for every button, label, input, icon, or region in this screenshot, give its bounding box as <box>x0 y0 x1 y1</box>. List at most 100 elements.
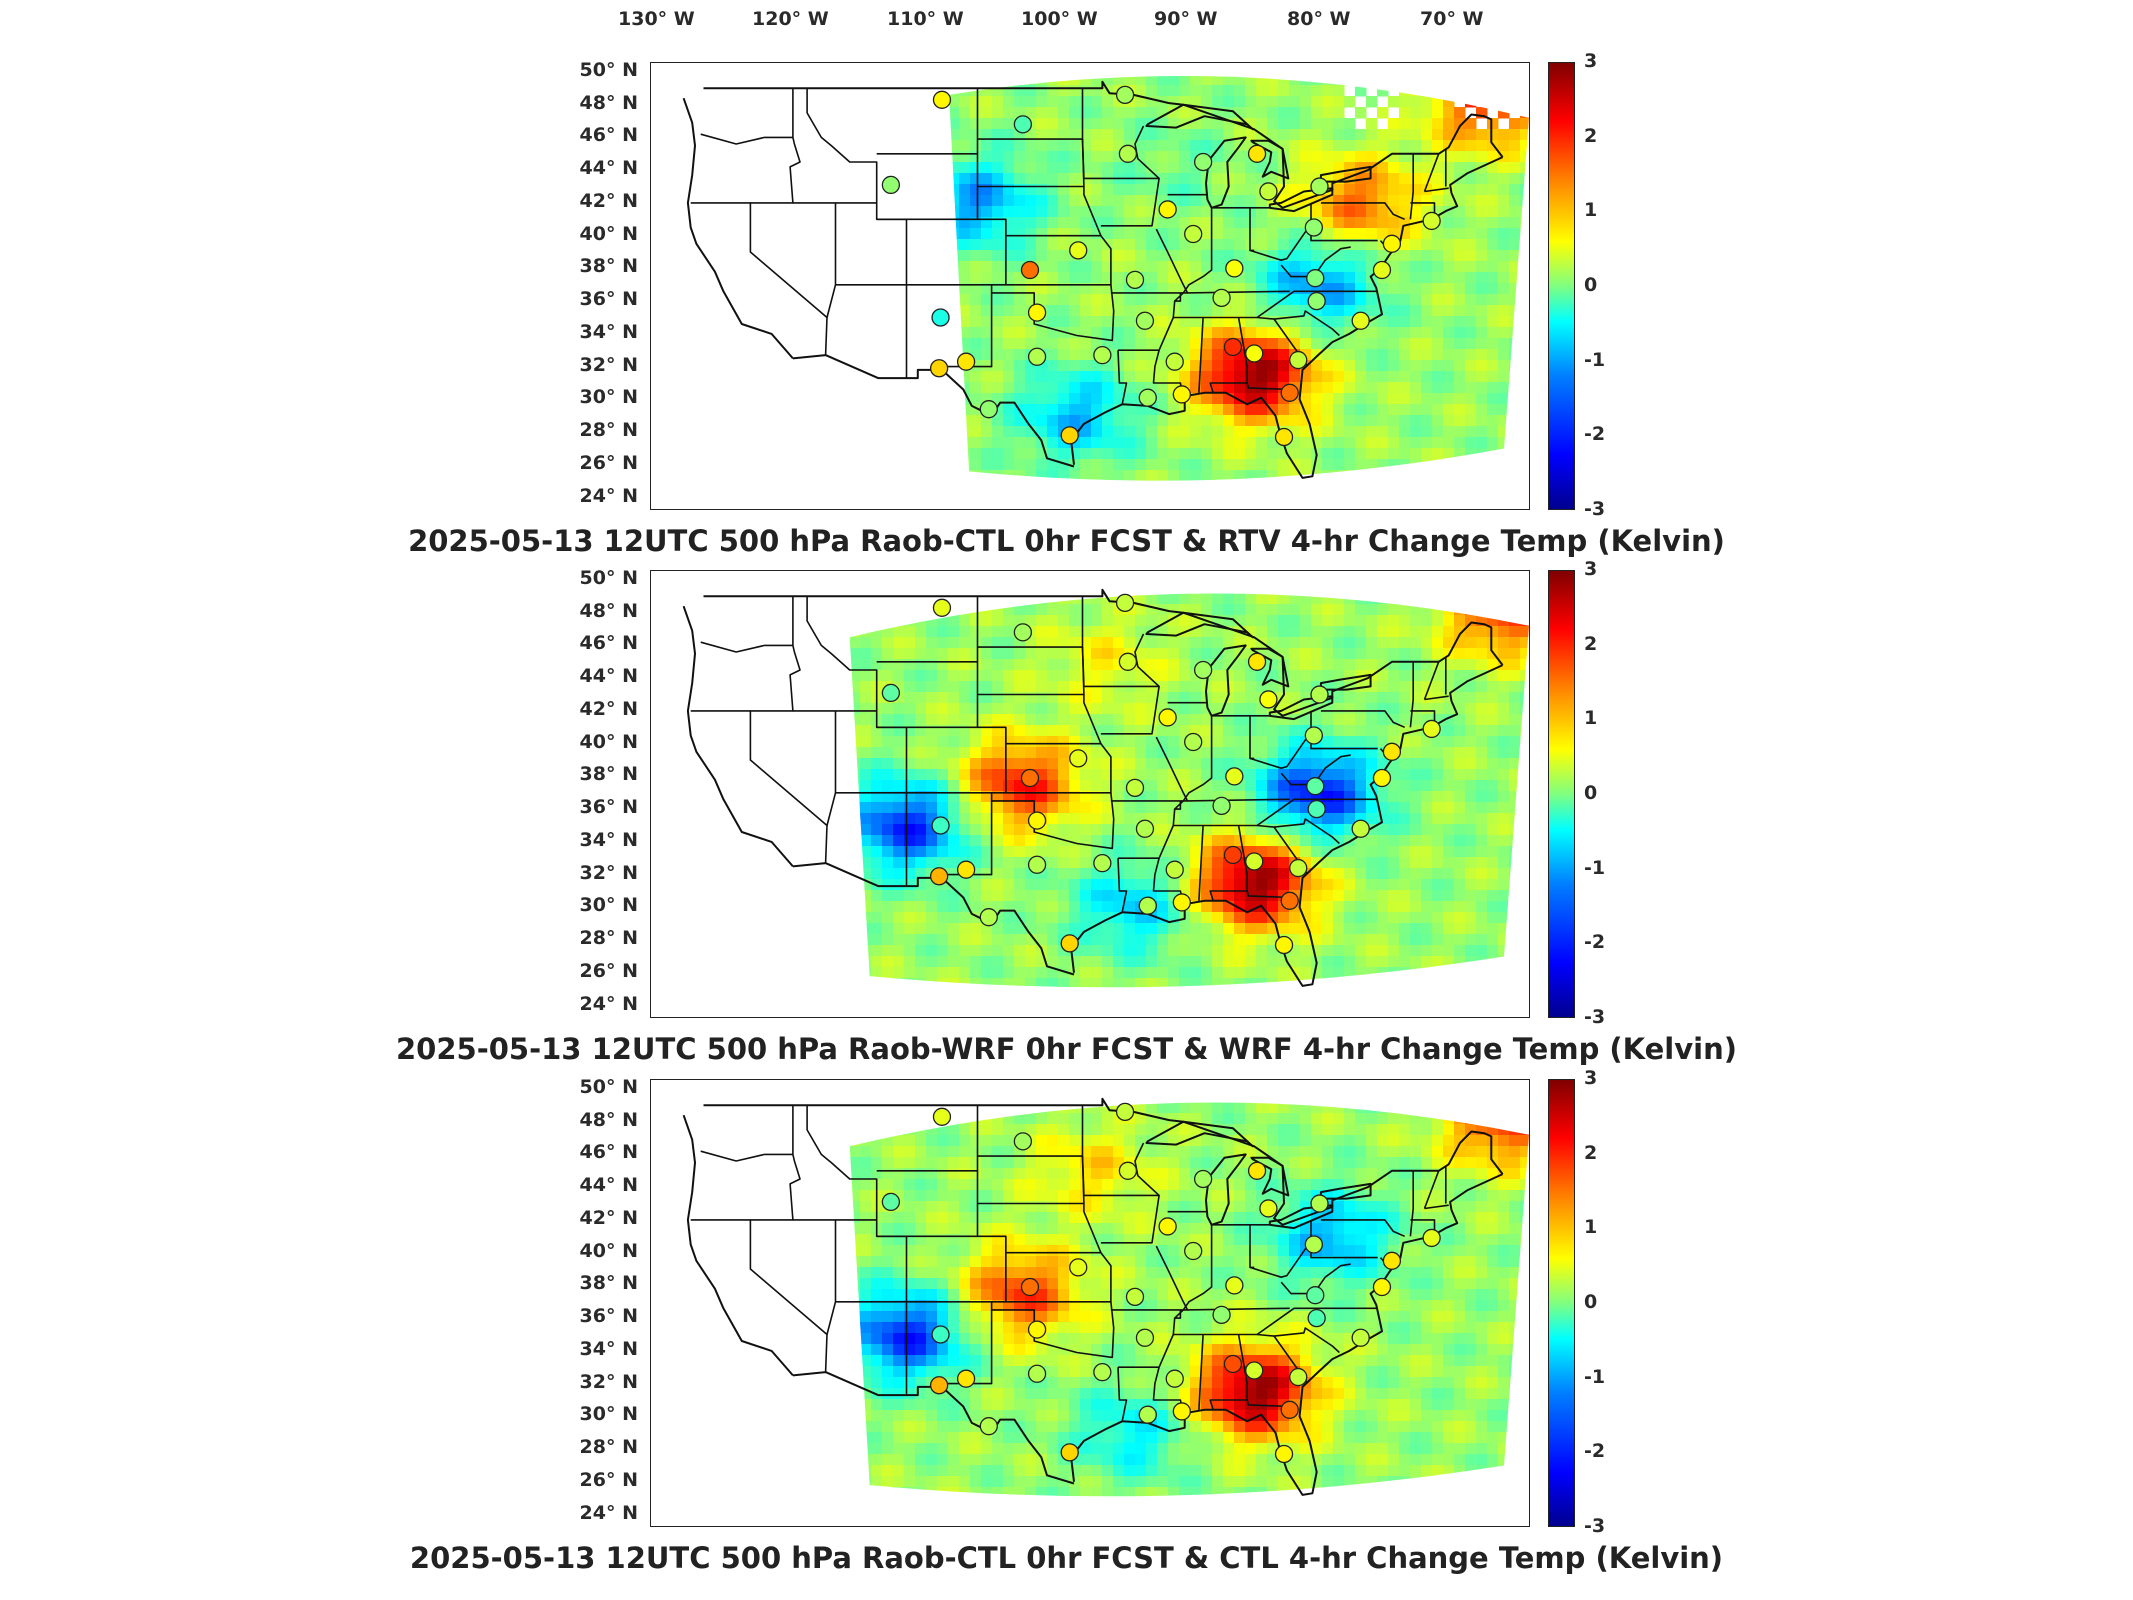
latitude-label: 30° N <box>579 386 638 409</box>
latitude-label: 46° N <box>579 632 638 655</box>
raob-station-marker <box>1184 224 1203 244</box>
raob-station-marker <box>1013 623 1033 642</box>
raob-station-marker <box>1247 1161 1267 1180</box>
colorbar-tick-label: -3 <box>1584 1006 1606 1028</box>
longitude-label: 130° W <box>618 8 695 30</box>
latitude-label: 46° N <box>579 1141 638 1164</box>
raob-station-marker <box>1289 350 1308 370</box>
raob-station-marker <box>1306 777 1325 796</box>
colorbar-tick-label: 2 <box>1584 1141 1598 1164</box>
latitude-label: 36° N <box>579 288 638 311</box>
raob-station-marker <box>979 908 998 927</box>
latitude-label: 40° N <box>579 222 638 245</box>
raob-station-marker <box>1280 383 1299 402</box>
raob-station-marker <box>1193 1169 1213 1189</box>
longitude-label: 70° W <box>1420 8 1484 30</box>
raob-station-marker <box>931 816 950 835</box>
raob-station-marker <box>1027 347 1047 366</box>
latitude-label: 42° N <box>579 1206 638 1229</box>
raob-station-marker <box>1027 855 1047 874</box>
colorbar-tick-label: 0 <box>1584 1291 1598 1313</box>
raob-station-marker <box>932 598 952 617</box>
raob-station-marker <box>1125 778 1145 797</box>
longitude-label: 100° W <box>1021 8 1098 30</box>
raob-station-marker <box>1135 819 1155 838</box>
raob-station-marker <box>1093 853 1112 873</box>
raob-station-marker <box>1115 1102 1135 1122</box>
latitude-label: 48° N <box>579 91 638 114</box>
raob-stations <box>881 1102 1441 1464</box>
base-map-outlines <box>682 588 1504 987</box>
raob-station-marker <box>931 308 950 327</box>
raob-station-marker <box>1351 311 1370 330</box>
raob-station-marker <box>1307 291 1326 311</box>
raob-station-marker <box>1138 896 1157 915</box>
raob-station-marker <box>1193 660 1213 680</box>
raob-station-marker <box>1422 719 1441 739</box>
raob-station-marker <box>1135 311 1155 330</box>
latitude-label: 32° N <box>579 1370 638 1393</box>
raob-station-marker <box>1304 726 1323 745</box>
raob-station-marker <box>1212 288 1231 308</box>
latitude-label: 30° N <box>579 894 638 917</box>
raob-station-marker <box>1027 811 1047 830</box>
colorbar-tick-label: 3 <box>1584 1067 1598 1089</box>
longitude-label: 110° W <box>887 8 964 30</box>
raob-station-marker <box>1165 352 1184 371</box>
raob-station-marker <box>1382 742 1402 761</box>
raob-station-marker <box>1274 1444 1294 1464</box>
raob-station-marker <box>1115 85 1135 105</box>
map-panel <box>650 1079 1530 1527</box>
raob-station-marker <box>929 867 949 886</box>
colorbar <box>1548 1079 1575 1527</box>
raob-station-marker <box>1382 234 1402 253</box>
raob-station-marker <box>1225 259 1244 278</box>
raob-station-marker <box>1306 269 1325 288</box>
raob-station-marker <box>1310 177 1329 196</box>
raob-station-marker <box>1422 1228 1441 1248</box>
raob-station-marker <box>931 1325 950 1344</box>
raob-station-marker <box>1060 426 1079 445</box>
colorbar-tick-label: 1 <box>1584 199 1598 222</box>
latitude-label: 28° N <box>579 927 638 950</box>
temperature-change-field <box>949 76 1529 481</box>
latitude-label: 36° N <box>579 1305 638 1328</box>
latitude-label: 44° N <box>579 665 638 688</box>
raob-station-marker <box>881 175 901 195</box>
temperature-change-field <box>849 1102 1529 1497</box>
raob-station-marker <box>1093 1362 1112 1382</box>
latitude-label: 44° N <box>579 1174 638 1197</box>
raob-station-marker <box>1027 1364 1047 1383</box>
raob-station-marker <box>979 400 998 419</box>
longitude-label: 80° W <box>1287 8 1351 30</box>
raob-station-marker <box>1027 303 1047 322</box>
panel-title: 2025-05-13 12UTC 500 hPa Raob-WRF 0hr FC… <box>395 1032 1737 1066</box>
latitude-label: 46° N <box>579 124 638 147</box>
latitude-label: 42° N <box>579 189 638 212</box>
latitude-label: 38° N <box>579 1272 638 1295</box>
raob-station-marker <box>932 90 952 109</box>
raob-station-marker <box>1304 1235 1323 1254</box>
panel-title: 2025-05-13 12UTC 500 hPa Raob-CTL 0hr FC… <box>409 1541 1724 1575</box>
raob-station-marker <box>979 1417 998 1436</box>
raob-station-marker <box>1165 860 1184 879</box>
raob-station-marker <box>1125 1287 1145 1306</box>
latitude-label: 34° N <box>579 320 638 343</box>
raob-station-marker <box>1280 1400 1299 1419</box>
colorbar-tick-label: -1 <box>1584 348 1606 371</box>
raob-station-marker <box>1184 1241 1203 1261</box>
raob-station-marker <box>1027 1320 1047 1339</box>
raob-station-marker <box>1304 218 1323 237</box>
raob-station-marker <box>1118 652 1138 671</box>
raob-station-marker <box>1172 1402 1191 1421</box>
latitude-label: 48° N <box>579 1108 638 1131</box>
raob-station-marker <box>1245 344 1264 363</box>
raob-station-marker <box>1069 1258 1088 1277</box>
raob-station-marker <box>1310 1194 1329 1213</box>
colorbar-tick-label: -2 <box>1584 1440 1606 1463</box>
latitude-label: 40° N <box>579 1239 638 1262</box>
panel-title: 2025-05-13 12UTC 500 hPa Raob-CTL 0hr FC… <box>408 524 1725 558</box>
longitude-label: 90° W <box>1154 8 1218 30</box>
raob-station-marker <box>1013 115 1033 134</box>
